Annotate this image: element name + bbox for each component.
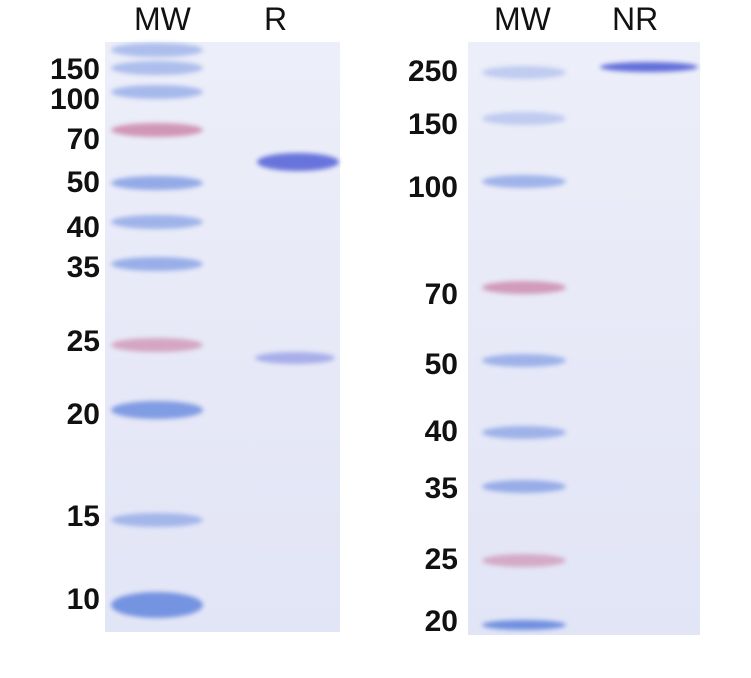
left-mw-header: MW: [134, 1, 191, 37]
right-mw-header: MW: [494, 1, 551, 37]
marker-band: [111, 257, 203, 271]
marker-band: [482, 553, 566, 567]
sample-band-light-chain: [255, 352, 335, 364]
marker-band: [111, 123, 203, 137]
marker-band: [482, 479, 566, 493]
marker-label-20-kda: 20: [424, 605, 458, 638]
marker-label-35-kda: 35: [66, 251, 100, 284]
marker-band: [482, 111, 566, 125]
marker-band: [111, 401, 203, 419]
marker-label-50-kda: 50: [424, 348, 458, 381]
marker-label-25-kda: 25: [66, 325, 100, 358]
marker-label-50-kda: 50: [66, 166, 100, 199]
marker-label-40-kda: 40: [424, 415, 458, 448]
marker-band: [482, 280, 566, 294]
marker-label-150-kda: 150: [407, 108, 458, 141]
marker-band: [111, 61, 203, 75]
marker-label-40-kda: 40: [66, 211, 100, 244]
right-gel: [468, 42, 700, 635]
right-nonreduced-header: NR: [612, 1, 659, 37]
marker-label-70-kda: 70: [66, 123, 100, 156]
marker-band: [482, 620, 566, 630]
sample-band-intact-igg: [600, 62, 698, 72]
marker-band: [111, 338, 203, 352]
left-gel: [105, 42, 340, 632]
marker-label-35-kda: 35: [424, 472, 458, 505]
marker-band: [482, 65, 566, 79]
marker-label-20-kda: 20: [66, 398, 100, 431]
marker-label-250-kda: 250: [407, 55, 458, 88]
marker-band: [482, 353, 566, 367]
marker-band: [111, 43, 203, 57]
marker-band: [111, 513, 203, 527]
marker-band: [482, 174, 566, 188]
marker-band: [111, 85, 203, 99]
marker-label-70-kda: 70: [424, 278, 458, 311]
marker-label-25-kda: 25: [424, 543, 458, 576]
marker-label-150-kda: 150: [49, 53, 100, 86]
marker-band: [111, 176, 203, 190]
sample-band-heavy-chain: [257, 153, 339, 171]
marker-band: [482, 425, 566, 439]
marker-band: [111, 215, 203, 229]
marker-label-15-kda: 15: [66, 500, 100, 533]
marker-band: [111, 592, 203, 618]
marker-label-100-kda: 100: [407, 171, 458, 204]
left-reduced-header: R: [264, 1, 288, 37]
marker-label-100-kda: 100: [49, 83, 100, 116]
marker-label-10-kda: 10: [66, 583, 100, 616]
